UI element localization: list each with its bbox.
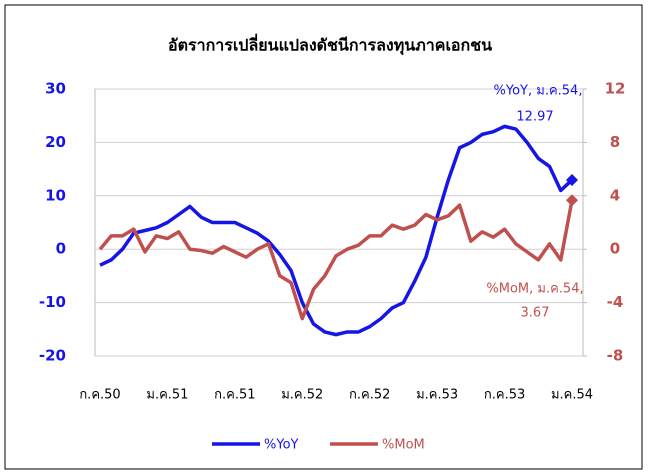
x-tick-label: ก.ค.50 <box>79 388 120 403</box>
legend-label: %YoY <box>264 438 299 453</box>
x-tick-label: ก.ค.53 <box>484 388 525 403</box>
x-tick-label: ก.ค.51 <box>214 388 255 403</box>
last-point-marker <box>566 173 578 186</box>
x-tick-label: ม.ค.51 <box>146 388 188 403</box>
x-tick-label: ม.ค.52 <box>281 388 323 403</box>
y-tick-label: 20 <box>45 133 66 151</box>
y-tick-label: -10 <box>39 293 66 311</box>
y2-tick-label: 12 <box>605 80 626 98</box>
y2-tick-label: -4 <box>607 293 624 311</box>
series-line <box>98 199 574 321</box>
y-tick-label: 30 <box>45 80 66 98</box>
legend-label: %MoM <box>382 438 425 453</box>
y-tick-label: -20 <box>39 347 66 365</box>
y-tick-label: 10 <box>45 186 66 204</box>
last-point-marker <box>566 194 578 207</box>
annotation: %YoY, ม.ค.54, <box>494 84 583 99</box>
y2-tick-label: 8 <box>610 133 620 151</box>
chart-title: อัตราการเปลี่ยนแปลงดัชนีการลงทุนภาคเอกชน <box>168 34 492 56</box>
y2-tick-label: 0 <box>610 240 620 258</box>
series-line <box>99 124 574 337</box>
x-tick-label: ม.ค.53 <box>416 388 458 403</box>
x-tick-label: ก.ค.52 <box>349 388 390 403</box>
annotation: %MoM, ม.ค.54, <box>486 282 583 297</box>
x-tick-label: ม.ค.54 <box>551 388 593 403</box>
y2-tick-label: 4 <box>610 186 620 204</box>
y2-tick-label: -8 <box>607 347 624 365</box>
y-tick-label: 0 <box>56 240 66 258</box>
data-label: 3.67 <box>521 306 550 321</box>
data-label: 12.97 <box>516 110 553 125</box>
